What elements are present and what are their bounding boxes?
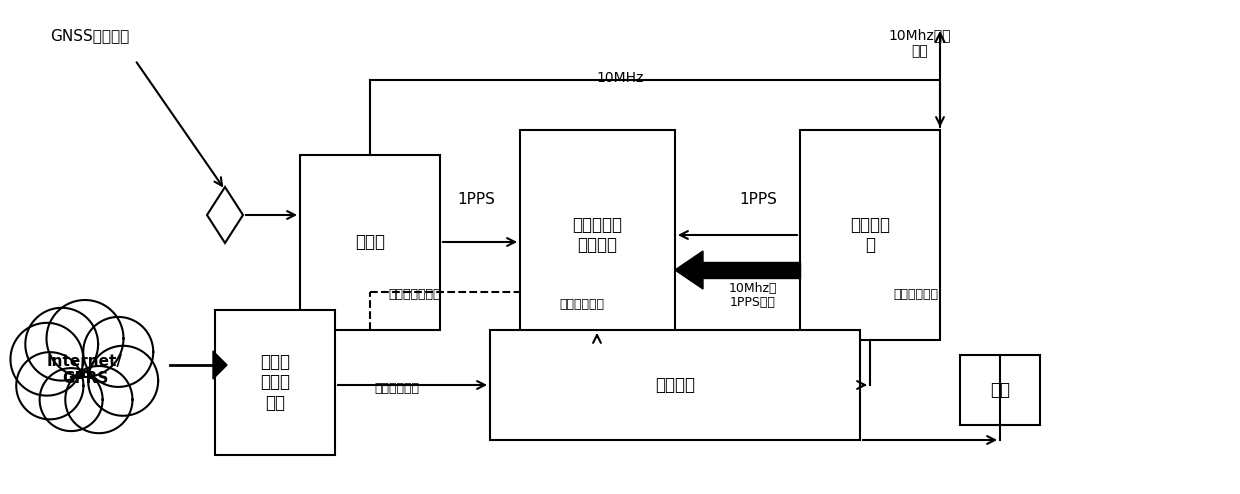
Text: 计数器测量值: 计数器测量值 — [559, 298, 605, 312]
Polygon shape — [88, 346, 159, 416]
Polygon shape — [40, 368, 103, 431]
Text: GNSS导航信号: GNSS导航信号 — [50, 28, 129, 43]
Polygon shape — [16, 352, 83, 419]
Bar — [800, 130, 940, 340]
Polygon shape — [25, 308, 98, 380]
Polygon shape — [207, 187, 243, 243]
Text: 主控模块: 主控模块 — [655, 376, 694, 394]
Bar — [703, 262, 800, 278]
Text: 信号源模
块: 信号源模 块 — [849, 215, 890, 254]
Bar — [520, 130, 675, 340]
Polygon shape — [675, 251, 703, 289]
Text: 1PPS: 1PPS — [739, 193, 777, 207]
Text: 10MHz: 10MHz — [596, 71, 644, 85]
Text: 时间间隔计
数器模块: 时间间隔计 数器模块 — [573, 215, 622, 254]
Bar — [490, 330, 861, 440]
Text: 外部输入
10Mhz或
1PPS信号: 外部输入 10Mhz或 1PPS信号 — [729, 266, 777, 310]
Text: 星历数据及伪距: 星历数据及伪距 — [389, 288, 441, 301]
Polygon shape — [10, 323, 83, 396]
Text: 1PPS: 1PPS — [458, 193, 495, 207]
Text: 远程数
据传输
模块: 远程数 据传输 模块 — [260, 353, 290, 412]
Text: 星地钟差数据: 星地钟差数据 — [374, 381, 419, 395]
Text: 时差结果数据: 时差结果数据 — [894, 288, 939, 301]
Text: 10Mhz信号
输出: 10Mhz信号 输出 — [889, 28, 951, 58]
Text: 卫星卡: 卫星卡 — [355, 234, 384, 251]
Text: Internet/
GPRS: Internet/ GPRS — [47, 354, 123, 386]
Text: 供电: 供电 — [990, 381, 1011, 399]
Bar — [215, 310, 335, 455]
Polygon shape — [56, 348, 114, 392]
Bar — [960, 355, 1040, 425]
Polygon shape — [83, 317, 154, 387]
Polygon shape — [47, 300, 124, 377]
Bar — [300, 155, 440, 330]
Polygon shape — [213, 351, 227, 379]
Polygon shape — [66, 366, 133, 433]
